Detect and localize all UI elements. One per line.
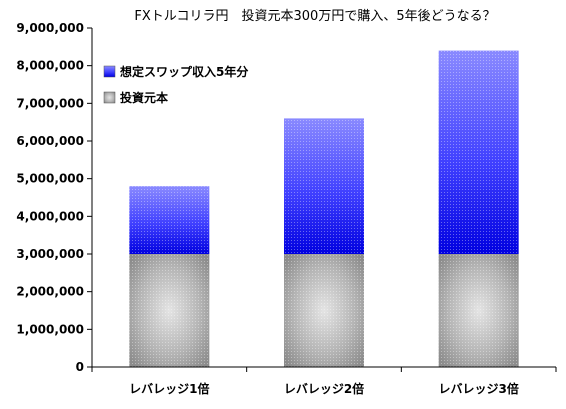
bar-segment-principal-texture [284, 254, 364, 367]
x-category-label: レバレッジ3倍 [438, 381, 518, 396]
legend-box [99, 58, 277, 116]
chart-title: FXトルコリラ円 投資元本300万円で購入、5年後どうなる？ [134, 8, 495, 24]
legend-label: 投資元本 [120, 90, 168, 105]
y-tick-label: 0 [76, 360, 84, 374]
y-axis: 0 1,000,000 2,000,000 3,000,000 4,000,000 5,0… [16, 21, 93, 374]
legend-label: 想定スワップ収入5年分 [119, 64, 248, 79]
bars [129, 50, 519, 367]
y-tick-label: 3,000,000 [16, 247, 84, 261]
x-category-label: レバレッジ2倍 [284, 381, 364, 396]
y-tick-label: 5,000,000 [16, 172, 84, 186]
bar-segment-principal-texture [438, 254, 519, 367]
bar-segment-principal-texture [129, 254, 210, 367]
x-axis: レバレッジ1倍 レバレッジ2倍 レバレッジ3倍 [91, 366, 557, 396]
bar-segment-swap-income-texture [284, 118, 364, 255]
legend-swatch [103, 65, 116, 78]
y-tick-label: 1,000,000 [16, 322, 84, 336]
x-category-label: レバレッジ1倍 [129, 381, 209, 396]
bar-segment-swap-income-texture [129, 186, 210, 254]
y-tick-label: 4,000,000 [16, 209, 84, 223]
y-tick-label: 9,000,000 [16, 21, 84, 35]
y-tick-label: 6,000,000 [16, 134, 84, 148]
y-tick-label: 8,000,000 [16, 59, 84, 73]
legend-swatch [103, 91, 116, 104]
y-tick-label: 2,000,000 [16, 285, 84, 299]
bar-segment-swap-income-texture [438, 50, 519, 254]
y-tick-label: 7,000,000 [16, 96, 84, 110]
